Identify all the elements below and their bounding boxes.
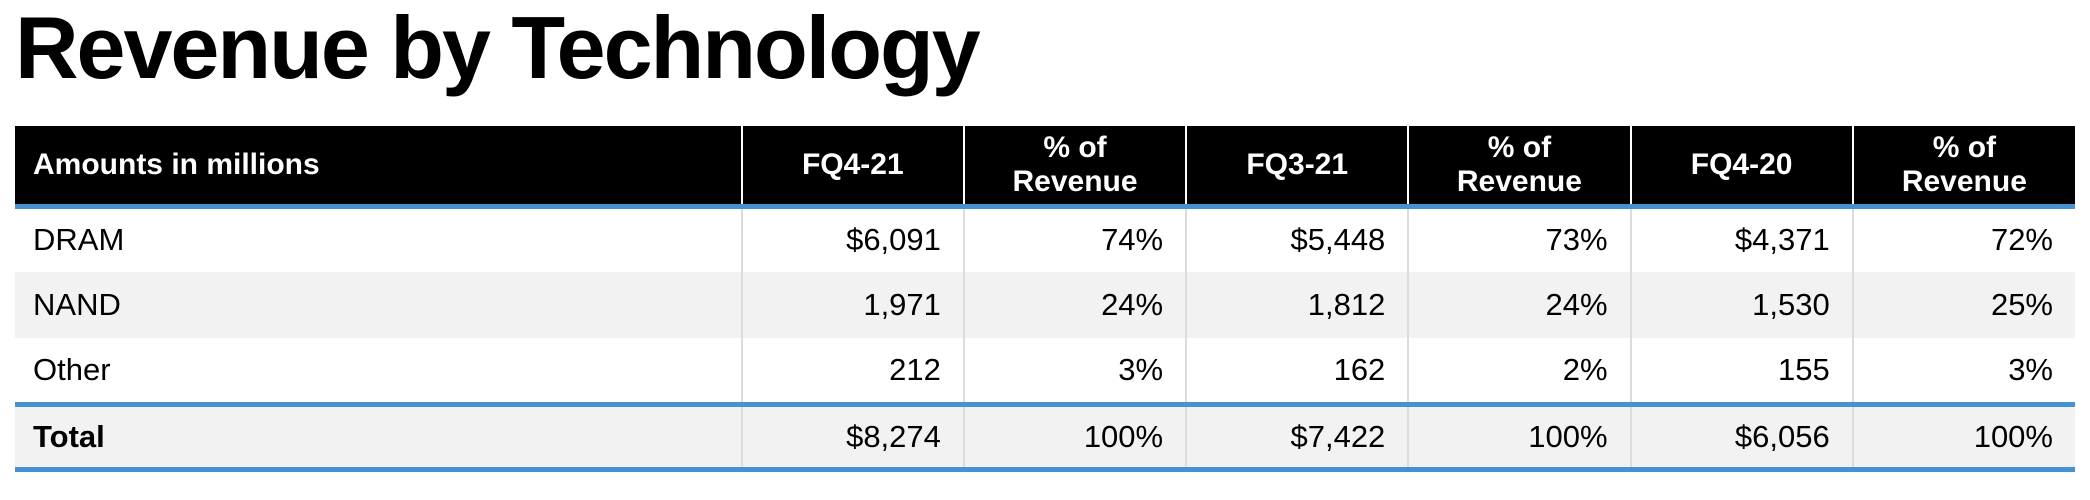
cell-fq3-21-pct: 73%: [1408, 206, 1632, 272]
header-fq4-20: FQ4-20: [1630, 126, 1854, 209]
table-row-other: Other 212 3% 162 2% 155 3%: [15, 338, 2075, 407]
cell-fq4-20: $4,371: [1630, 206, 1854, 272]
cell-fq4-21-pct: 24%: [963, 272, 1188, 338]
row-label: Other: [15, 338, 743, 407]
cell-fq4-20-pct: 3%: [1852, 338, 2075, 407]
row-label: DRAM: [15, 206, 743, 272]
row-label: Total: [15, 404, 743, 472]
cell-fq4-20-pct: 100%: [1852, 404, 2075, 472]
cell-fq3-21-pct: 2%: [1408, 338, 1632, 407]
cell-fq4-20: 1,530: [1630, 272, 1854, 338]
cell-fq3-21-pct: 100%: [1408, 404, 1632, 472]
cell-fq3-21: $5,448: [1186, 206, 1410, 272]
header-fq3-21: FQ3-21: [1186, 126, 1410, 209]
table-row-nand: NAND 1,971 24% 1,812 24% 1,530 25%: [15, 272, 2075, 338]
table-body: DRAM $6,091 74% $5,448 73% $4,371 72% NA…: [15, 206, 2075, 472]
cell-fq4-20: 155: [1630, 338, 1854, 407]
cell-fq4-21: 1,971: [741, 272, 965, 338]
cell-fq4-21: $6,091: [741, 206, 965, 272]
header-pct-of-revenue-3: % of Revenue: [1852, 126, 2075, 209]
cell-fq4-20-pct: 72%: [1990, 222, 2053, 258]
header-fq4-21: FQ4-21: [741, 126, 965, 209]
cell-fq4-21-pct: 100%: [963, 404, 1188, 472]
cell-fq4-20-pct: 25%: [1852, 272, 2075, 338]
cell-fq3-21: $7,422: [1186, 404, 1410, 472]
header-amounts-in-millions: Amounts in millions: [15, 126, 743, 209]
slide: Revenue by Technology Amounts in million…: [15, 0, 2075, 472]
cell-fq3-21-pct: 24%: [1408, 272, 1632, 338]
cell-fq3-21: 162: [1186, 338, 1410, 407]
header-row: Amounts in millions FQ4-21 % of Revenue …: [15, 126, 2075, 209]
header-pct-of-revenue-1: % of Revenue: [963, 126, 1188, 209]
page-title: Revenue by Technology: [15, 0, 981, 97]
cell-fq3-21: 1,812: [1186, 272, 1410, 338]
cell-fq4-21: $8,274: [741, 404, 965, 472]
table-header: Amounts in millions FQ4-21 % of Revenue …: [15, 126, 2075, 209]
header-pct-of-revenue-2: % of Revenue: [1408, 126, 1632, 209]
table-row-dram: DRAM $6,091 74% $5,448 73% $4,371 72%: [15, 206, 2075, 272]
cell-fq4-20: $6,056: [1630, 404, 1854, 472]
table-row-total: Total $8,274 100% $7,422 100% $6,056 100…: [15, 404, 2075, 472]
cell-fq4-21: 212: [741, 338, 965, 407]
revenue-by-technology-table: Amounts in millions FQ4-21 % of Revenue …: [15, 126, 2075, 472]
row-label: NAND: [15, 272, 743, 338]
cell-fq4-21-pct: 3%: [963, 338, 1188, 407]
cell-fq4-21-pct: 74%: [963, 206, 1188, 272]
